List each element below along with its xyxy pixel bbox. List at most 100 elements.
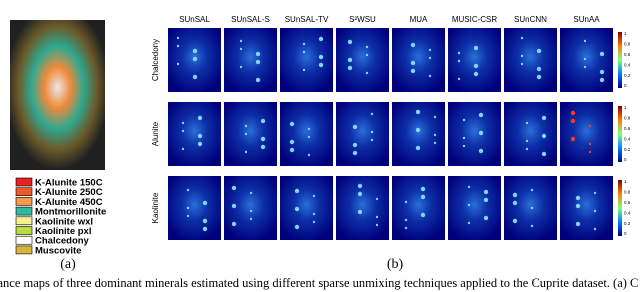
abundance-map	[560, 28, 613, 92]
legend-label: K-Alunite 250C	[35, 187, 103, 198]
map-speckle	[593, 209, 597, 213]
map-speckle	[318, 54, 324, 60]
colorbar-tick: 0.2	[624, 147, 631, 152]
map-speckle	[197, 141, 203, 147]
abundance-map	[504, 28, 557, 92]
legend-swatch	[15, 216, 33, 226]
map-speckle	[575, 221, 581, 227]
map-speckle	[415, 127, 421, 133]
map-speckle	[365, 53, 369, 57]
map-speckle	[181, 121, 185, 125]
column-header: SUnCNN	[514, 15, 547, 24]
map-speckle	[239, 39, 243, 43]
abundance-map	[560, 102, 613, 166]
colorbar-tick: 0.6	[624, 200, 631, 205]
map-speckle	[244, 124, 248, 128]
map-speckle	[255, 59, 261, 65]
map-speckle	[570, 136, 576, 142]
colorbar-tick: 1	[624, 179, 627, 184]
colorbar-tick: 0.4	[624, 136, 631, 141]
legend-swatch	[15, 187, 33, 196]
map-speckle	[599, 77, 605, 83]
map-speckle	[294, 206, 300, 212]
map-speckle	[307, 135, 311, 139]
map-speckle	[583, 39, 587, 43]
map-speckle	[197, 115, 203, 121]
map-speckle	[181, 147, 185, 151]
map-speckle	[231, 185, 237, 191]
map-speckle	[202, 218, 208, 224]
map-speckle	[375, 223, 379, 227]
map-speckle	[186, 214, 190, 218]
map-speckle	[420, 194, 426, 200]
map-speckle	[433, 133, 437, 137]
map-speckle	[231, 203, 237, 209]
map-speckle	[365, 71, 369, 75]
map-speckle	[318, 62, 324, 68]
abundance-map	[448, 102, 501, 166]
map-speckle	[404, 226, 408, 230]
map-speckle	[307, 127, 311, 131]
colorbar-tick: 1	[624, 31, 627, 36]
legend-swatch	[15, 226, 33, 235]
map-speckle	[244, 150, 248, 154]
panel-label: (a)	[60, 257, 76, 272]
map-speckle	[588, 124, 592, 128]
abundance-map	[504, 102, 557, 166]
map-speckle	[583, 57, 587, 61]
map-speckle	[192, 74, 198, 80]
column-header: SUnAA	[573, 15, 600, 24]
map-speckle	[239, 47, 243, 51]
map-speckle	[370, 112, 374, 116]
map-speckle	[176, 36, 180, 40]
map-speckle	[318, 36, 324, 42]
map-speckle	[312, 212, 316, 216]
colorbar-tick: 0.8	[624, 42, 631, 47]
colorbar-tick: 0.2	[624, 221, 631, 226]
map-speckle	[520, 54, 524, 58]
map-speckle	[588, 142, 592, 146]
abundance-map	[336, 102, 389, 166]
abundance-map	[448, 176, 501, 240]
abundance-map	[560, 176, 613, 240]
abundance-map	[280, 176, 333, 240]
colorbar	[618, 180, 622, 236]
map-speckle	[294, 188, 300, 194]
panel-label: (b)	[387, 257, 404, 272]
colorbar-tick: 0.4	[624, 210, 631, 215]
map-speckle	[599, 51, 605, 57]
map-speckle	[457, 59, 461, 63]
map-speckle	[520, 36, 524, 40]
colorbar	[618, 32, 622, 88]
map-speckle	[512, 192, 518, 198]
column-header: MUA	[410, 15, 428, 24]
colorbar-tick: 0.8	[624, 190, 631, 195]
map-speckle	[512, 218, 518, 224]
legend-swatch	[15, 235, 33, 245]
map-speckle	[536, 48, 542, 54]
abundance-map	[336, 28, 389, 92]
column-header: SUnSAL	[179, 15, 210, 24]
map-speckle	[420, 212, 426, 218]
map-speckle	[410, 42, 416, 48]
abundance-map	[280, 28, 333, 92]
map-speckle	[370, 138, 374, 142]
map-speckle	[255, 77, 261, 83]
map-speckle	[289, 139, 295, 145]
abundance-map	[224, 102, 277, 166]
map-speckle	[192, 48, 198, 54]
map-speckle	[312, 220, 316, 224]
row-label: Chalcedony	[151, 39, 160, 81]
map-speckle	[302, 50, 306, 54]
map-speckle	[294, 224, 300, 230]
map-speckle	[457, 51, 461, 55]
row-label: Alunite	[151, 121, 160, 146]
abundance-map	[392, 28, 445, 92]
map-speckle	[176, 62, 180, 66]
map-speckle	[239, 65, 243, 69]
map-speckle	[530, 224, 534, 228]
legend-label: Kaolinite wxl	[35, 216, 93, 227]
map-speckle	[478, 148, 484, 154]
map-speckle	[260, 144, 266, 150]
map-speckle	[462, 118, 466, 122]
